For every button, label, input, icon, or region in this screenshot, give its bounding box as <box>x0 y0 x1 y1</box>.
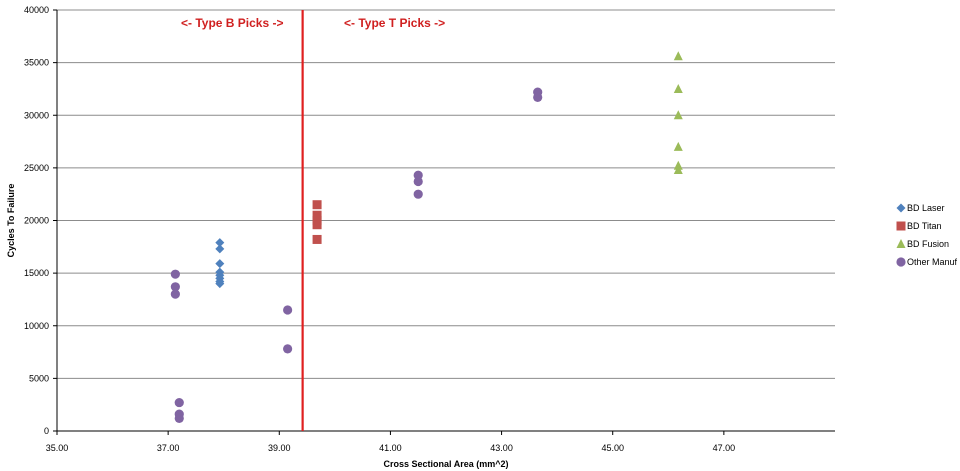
x-ticks: 35.00 37.00 39.00 41.00 43.00 45.00 47.00 <box>46 431 735 453</box>
y-tick-label: 10000 <box>24 321 49 331</box>
data-point-other-manuf <box>413 176 423 187</box>
data-point-other-manuf <box>170 282 180 292</box>
data-point-bd-laser <box>215 244 225 254</box>
data-point-other-manuf <box>413 170 423 180</box>
y-tick-label: 25000 <box>24 163 49 173</box>
legend-label-other-manuf: Other Manuf <box>907 257 958 267</box>
data-point-other-manuf <box>174 413 184 423</box>
x-tick-label: 45.00 <box>601 443 624 453</box>
data-point-bd-fusion <box>673 51 683 61</box>
legend-label-bd-fusion: BD Fusion <box>907 239 949 249</box>
data-point-other-manuf <box>170 269 180 279</box>
data-point-bd-titan <box>312 220 322 230</box>
x-tick-label: 37.00 <box>157 443 180 453</box>
legend-marker-bd-fusion <box>896 239 906 248</box>
points-layer <box>170 51 683 423</box>
annotation-type-t: <- Type T Picks -> <box>344 16 445 30</box>
x-tick-label: 41.00 <box>379 443 402 453</box>
data-point-bd-laser <box>215 238 225 248</box>
y-tick-label: 0 <box>44 426 49 436</box>
grid-layer <box>57 9 835 379</box>
x-tick-label: 39.00 <box>268 443 291 453</box>
data-point-bd-laser <box>215 279 225 289</box>
data-point-other-manuf <box>533 92 543 102</box>
y-tick-label: 15000 <box>24 268 49 278</box>
data-point-bd-fusion <box>673 164 683 174</box>
data-point-bd-fusion <box>673 83 683 93</box>
x-tick-label: 35.00 <box>46 443 69 453</box>
x-tick-label: 47.00 <box>713 443 736 453</box>
annotation-type-b: <- Type B Picks -> <box>181 16 284 30</box>
legend-marker-bd-laser <box>896 203 906 213</box>
data-point-bd-laser <box>215 259 225 269</box>
data-point-other-manuf <box>174 397 184 408</box>
legend-label-bd-laser: BD Laser <box>907 203 945 213</box>
y-tick-label: 40000 <box>24 5 49 15</box>
x-tick-label: 43.00 <box>490 443 513 453</box>
legend-label-bd-titan: BD Titan <box>907 221 942 231</box>
legend-marker-bd-titan <box>896 221 906 231</box>
y-tick-label: 20000 <box>24 216 49 226</box>
data-point-bd-titan <box>312 234 322 244</box>
data-point-bd-titan <box>312 200 322 210</box>
data-point-other-manuf <box>283 305 293 315</box>
data-point-bd-fusion <box>673 110 683 120</box>
legend: BD Laser BD Titan BD Fusion Other Manuf <box>896 203 958 267</box>
y-tick-label: 30000 <box>24 110 49 120</box>
y-tick-label: 5000 <box>29 373 49 383</box>
y-tick-label: 35000 <box>24 58 49 68</box>
y-ticks: 0 5000 10000 15000 20000 25000 30000 35000 40000 <box>24 5 57 436</box>
data-point-other-manuf <box>170 289 180 299</box>
data-point-other-manuf <box>283 344 293 354</box>
legend-marker-other-manuf <box>896 257 906 267</box>
data-point-bd-fusion <box>673 141 683 151</box>
x-axis-title: Cross Sectional Area (mm^2) <box>384 459 509 469</box>
data-point-other-manuf <box>413 189 423 199</box>
data-point-bd-titan <box>312 210 322 220</box>
y-axis-title: Cycles To Failure <box>6 184 16 258</box>
